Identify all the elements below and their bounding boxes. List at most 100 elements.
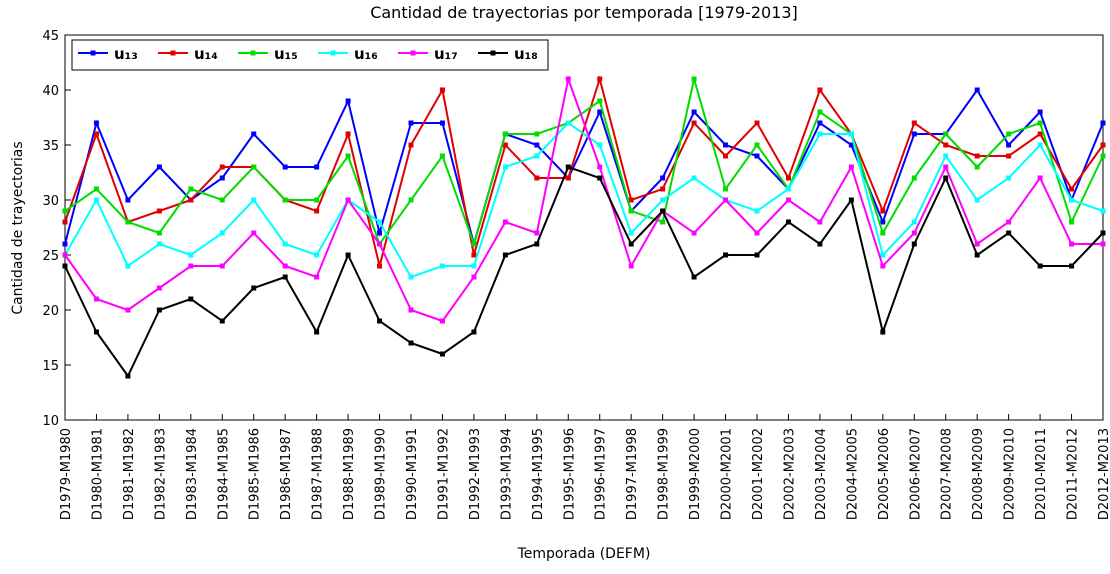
point <box>471 252 477 258</box>
y-tick-label: 40 <box>42 84 59 99</box>
x-tick-label: D2002-M2003 <box>782 428 797 520</box>
point <box>1037 131 1043 137</box>
point <box>251 131 257 137</box>
x-tick-label: D1998-M1999 <box>657 428 672 520</box>
y-axis-label: Cantidad de trayectorias <box>10 141 26 314</box>
point <box>534 230 540 236</box>
point <box>880 252 886 258</box>
point <box>628 208 634 214</box>
point <box>723 153 729 159</box>
point <box>754 208 760 214</box>
point <box>502 142 508 148</box>
x-tick-label: D1993-M1994 <box>499 428 514 520</box>
point <box>408 197 414 203</box>
point <box>754 252 760 258</box>
point <box>534 131 540 137</box>
point <box>314 197 320 203</box>
point <box>880 219 886 225</box>
point <box>62 208 68 214</box>
point <box>251 197 257 203</box>
point <box>943 153 949 159</box>
point <box>1006 142 1012 148</box>
point <box>817 131 823 137</box>
point <box>439 120 445 126</box>
point <box>1069 219 1075 225</box>
point <box>219 230 225 236</box>
point <box>1069 197 1075 203</box>
point <box>691 76 697 82</box>
point <box>660 186 666 192</box>
point <box>911 241 917 247</box>
point <box>251 164 257 170</box>
point <box>723 252 729 258</box>
x-axis-label: Temporada (DEFM) <box>517 546 651 562</box>
point <box>1100 241 1106 247</box>
point <box>628 197 634 203</box>
point <box>691 120 697 126</box>
point <box>817 109 823 115</box>
point <box>471 263 477 269</box>
point <box>471 274 477 280</box>
y-tick-label: 20 <box>42 304 59 319</box>
x-tick-label: D1980-M1981 <box>90 428 105 520</box>
point <box>282 197 288 203</box>
point <box>125 307 131 313</box>
point <box>817 87 823 93</box>
point <box>188 252 194 258</box>
point <box>439 351 445 357</box>
point <box>597 98 603 104</box>
point <box>785 175 791 181</box>
point <box>156 208 162 214</box>
x-tick-label: D1990-M1991 <box>405 428 420 520</box>
x-tick-label: D2008-M2009 <box>971 428 986 520</box>
point <box>345 252 351 258</box>
point <box>251 230 257 236</box>
x-tick-label: D1994-M1995 <box>531 428 546 520</box>
point <box>282 164 288 170</box>
x-tick-label: D1995-M1996 <box>562 428 577 520</box>
plot-frame <box>64 34 1104 421</box>
x-tick-label: D1997-M1998 <box>625 428 640 520</box>
point <box>439 263 445 269</box>
point <box>534 153 540 159</box>
point <box>848 131 854 137</box>
x-tick-label: D1988-M1989 <box>342 428 357 520</box>
point <box>1069 186 1075 192</box>
point <box>974 252 980 258</box>
series-line <box>64 121 1104 279</box>
point <box>377 230 383 236</box>
point <box>597 76 603 82</box>
legend-label: u₁₃ <box>114 45 138 63</box>
point <box>723 186 729 192</box>
point <box>597 164 603 170</box>
point <box>754 142 760 148</box>
point <box>880 263 886 269</box>
y-tick-label: 45 <box>42 29 59 44</box>
y-tick-label: 35 <box>42 139 59 154</box>
point <box>125 219 131 225</box>
x-tick-label: D2005-M2006 <box>877 428 892 520</box>
legend-label: u₁₈ <box>514 45 538 63</box>
point <box>911 120 917 126</box>
point <box>188 186 194 192</box>
point <box>660 208 666 214</box>
point <box>565 76 571 82</box>
legend-label: u₁₄ <box>194 45 218 63</box>
point <box>785 197 791 203</box>
point <box>314 329 320 335</box>
point <box>628 230 634 236</box>
point <box>911 131 917 137</box>
x-tick-label: D1987-M1988 <box>311 428 326 520</box>
point <box>188 263 194 269</box>
point <box>597 109 603 115</box>
point <box>1006 153 1012 159</box>
point <box>848 164 854 170</box>
legend-marker <box>330 50 336 56</box>
point <box>943 164 949 170</box>
point <box>219 175 225 181</box>
point <box>439 87 445 93</box>
point <box>817 120 823 126</box>
point <box>282 241 288 247</box>
y-tick-label: 10 <box>42 414 59 429</box>
point <box>565 175 571 181</box>
